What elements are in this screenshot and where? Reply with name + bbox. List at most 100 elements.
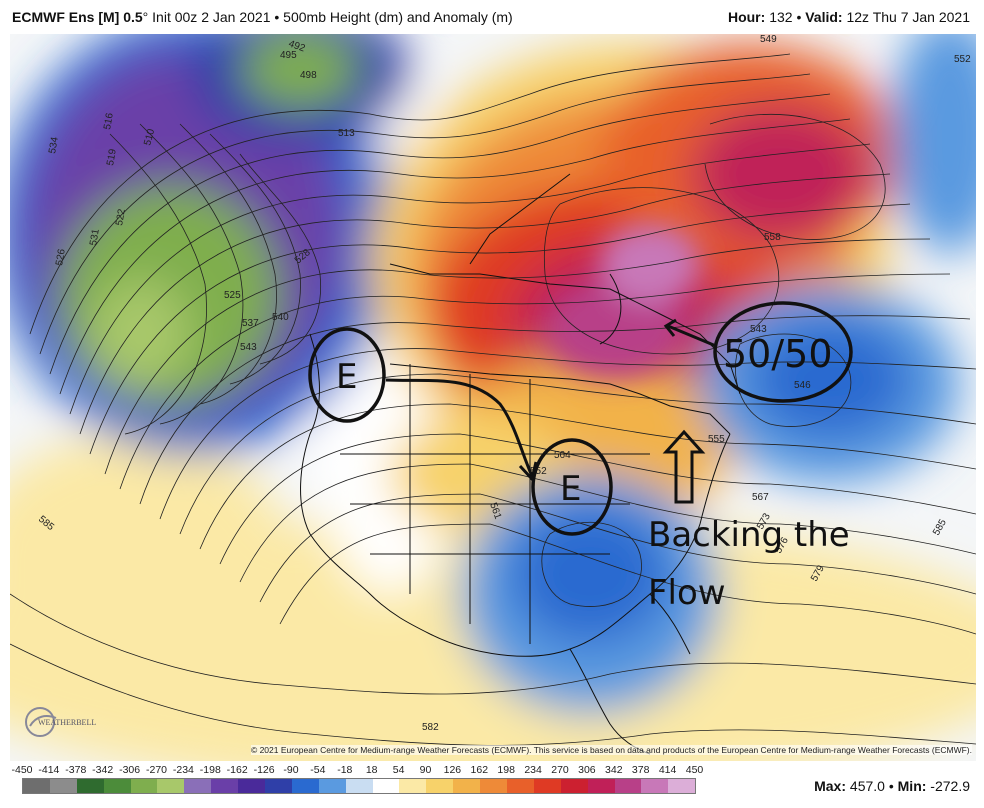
legend-tick-label: 18 (365, 764, 378, 776)
legend-swatch (480, 779, 508, 793)
legend-tick-label: -306 (119, 764, 141, 776)
contour-label: 498 (300, 70, 317, 81)
contour-label: 516 (102, 112, 116, 131)
legend-swatch (668, 779, 696, 793)
contour-label: 540 (272, 312, 289, 323)
bullet-separator: • (888, 778, 898, 794)
contour-label: 522 (114, 208, 128, 227)
retrograde-arrow (667, 324, 717, 348)
contour-label: 526 (54, 248, 68, 267)
legend-tick-label: -162 (226, 764, 248, 776)
west-low-circle (308, 327, 386, 423)
west-low-label: E (336, 357, 357, 397)
max-min-readout: Max: 457.0 • Min: -272.9 (814, 778, 970, 794)
legend-swatch (345, 779, 373, 793)
legend-swatch (318, 779, 346, 793)
legend-swatch (507, 779, 534, 793)
legend-tick-label: 342 (605, 764, 623, 776)
legend-swatch (560, 779, 588, 793)
legend-swatch (130, 779, 158, 793)
contour-label: 567 (752, 492, 769, 503)
contour-labels: 492 498 495 516 519 510 534 522 531 526 … (36, 34, 971, 733)
contour-label: 555 (708, 434, 725, 445)
legend-tick-label: 378 (631, 764, 650, 776)
legend-swatch (49, 779, 77, 793)
forecast-map: 492 498 495 516 519 510 534 522 531 526 … (10, 34, 976, 761)
contour-label: 585 (931, 517, 949, 537)
contour-label: 531 (88, 228, 102, 247)
legend-tick-label: 450 (685, 764, 704, 776)
contour-label: 549 (760, 34, 777, 45)
contour-label: 558 (764, 232, 781, 243)
annotations: E E 50/50 Backing the Flow (308, 301, 853, 613)
contour-label: 582 (422, 722, 439, 733)
product-title: 500mb Height (dm) and Anomaly (m) (283, 9, 513, 25)
backing-flow-arrow (662, 429, 706, 504)
legend-swatch (587, 779, 615, 793)
legend-tick-label: 126 (443, 764, 462, 776)
bullet-separator: • (796, 9, 806, 25)
legend-swatch (453, 779, 481, 793)
contour-label: 552 (530, 466, 547, 477)
contour-label: 564 (554, 450, 571, 461)
logo-mark-icon (25, 707, 57, 737)
legend-tick-label: 162 (470, 764, 489, 776)
legend-swatch (211, 779, 239, 793)
contour-label: 546 (794, 380, 811, 391)
anomaly-shading (10, 34, 976, 761)
legend-swatch (184, 779, 212, 793)
legend-swatch (533, 779, 561, 793)
contour-label: 543 (240, 342, 257, 353)
legend-tick-label: -450 (11, 764, 33, 776)
min-value: -272.9 (930, 778, 970, 794)
legend-ticks: -450 -414 -378 -342 -306 -270 -234 -198 -162 -126… (10, 764, 710, 778)
backing-flow-label-2: Flow (648, 573, 726, 613)
legend-swatch (76, 779, 104, 793)
legend-tick-label: 90 (419, 764, 432, 776)
legend-tick-label: 270 (551, 764, 569, 776)
hour-label: Hour: (727, 9, 766, 25)
legend-swatch (265, 779, 292, 793)
legend-tick-label: -18 (337, 764, 353, 776)
init-time: Init 00z 2 Jan 2021 (152, 9, 271, 25)
legend-tick-label: 306 (578, 764, 596, 776)
height-contours (10, 53, 976, 746)
fifty-fifty-label: 50/50 (723, 332, 833, 376)
copyright-notice: © 2021 European Centre for Medium-range … (250, 745, 972, 755)
legend-tick-label: -90 (283, 764, 299, 776)
central-low-label: E (560, 469, 581, 509)
fifty-fifty-circle (713, 301, 853, 403)
bullet-separator: • (274, 9, 284, 25)
legend-tick-label: -378 (65, 764, 87, 776)
legend-swatch (641, 779, 669, 793)
legend-tick-label: -234 (172, 764, 194, 776)
legend-tick-label: 54 (392, 764, 405, 776)
map-header: ECMWF Ens [M] 0.5° Init 00z 2 Jan 2021 •… (0, 0, 984, 34)
legend-tick-label: 198 (497, 764, 515, 776)
legend-tick-label: 414 (658, 764, 677, 776)
min-label: Min: (897, 778, 927, 794)
legend-tick-label: -342 (92, 764, 114, 776)
contour-label: 537 (242, 318, 259, 329)
legend-swatch (291, 779, 319, 793)
backing-flow-label-1: Backing the (648, 515, 850, 555)
contour-label: 525 (224, 290, 241, 301)
contour-label: 543 (750, 324, 767, 335)
contour-label: 552 (954, 54, 971, 65)
legend-swatch (372, 779, 400, 793)
legend-tick-label: -414 (38, 764, 60, 776)
retrograde-arrowhead (663, 318, 677, 337)
logo-text: WEATHERBELL (38, 718, 97, 727)
central-low-circle (531, 438, 613, 536)
anomaly-legend: -450 -414 -378 -342 -306 -270 -234 -198 -162 -126… (10, 762, 976, 808)
model-name: ECMWF Ens [M] 0.5 (12, 9, 143, 25)
legend-swatch (238, 779, 266, 793)
max-label: Max: (814, 778, 847, 794)
contour-label: 513 (338, 128, 355, 139)
legend-swatch (426, 779, 454, 793)
trough-track-arrow (385, 378, 534, 477)
degree-symbol: ° (142, 9, 149, 25)
header-left: ECMWF Ens [M] 0.5° Init 00z 2 Jan 2021 •… (12, 9, 513, 25)
legend-swatch (103, 779, 131, 793)
legend-tick-label: -54 (310, 764, 326, 776)
